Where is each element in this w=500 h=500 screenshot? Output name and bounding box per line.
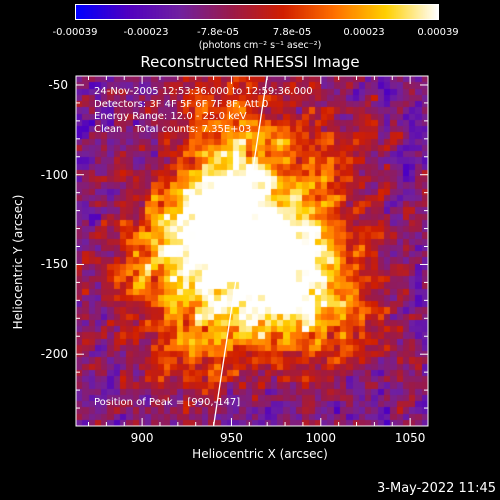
- colorbar-tick-label: 7.8e-05: [272, 27, 312, 38]
- peak-position-label: Position of Peak = [990,-147]: [94, 397, 241, 408]
- colorbar-tick-label: 0.00039: [417, 27, 459, 38]
- info-line-total-counts: Clean Total counts: 7.35E+03: [94, 123, 252, 135]
- y-axis-label: Heliocentric Y (arcsec): [11, 194, 25, 330]
- x-tick-label: 1000: [305, 431, 337, 445]
- x-tick-label: 900: [130, 431, 154, 445]
- x-tick-label: 1050: [394, 431, 426, 445]
- chart-title: Reconstructed RHESSI Image: [140, 53, 360, 71]
- info-line-energy-range: Energy Range: 12.0 - 25.0 keV: [94, 111, 247, 122]
- colorbar-gradient: [76, 5, 438, 19]
- y-tick-label: -150: [40, 257, 68, 272]
- observation-info: 24-Nov-2005 12:53:36.000 to 12:59:36.000…: [94, 86, 313, 136]
- y-tick-label: -200: [40, 347, 68, 362]
- plot-timestamp: 3-May-2022 11:45: [377, 481, 496, 496]
- colorbar-unit-label: (photons cm⁻² s⁻¹ asec⁻²): [198, 40, 322, 51]
- axis-ticks: [76, 76, 428, 426]
- colorbar-tick-label: 0.00023: [343, 27, 385, 38]
- y-tick-label: -100: [40, 167, 68, 182]
- info-line-time-range: 24-Nov-2005 12:53:36.000 to 12:59:36.000: [94, 86, 313, 97]
- y-tick-label: -50: [48, 77, 68, 92]
- info-line-detectors: Detectors: 3F 4F 5F 6F 7F 8F, Att 0: [94, 98, 269, 110]
- heatmap-image: [76, 76, 428, 426]
- colorbar-tick-label: -0.00023: [123, 27, 169, 38]
- solar-limb-line: [212, 75, 268, 427]
- colorbar-tick-label: -0.00039: [52, 27, 98, 38]
- x-tick-label: 950: [219, 431, 243, 445]
- x-axis-label: Heliocentric X (arcsec): [192, 447, 328, 461]
- colorbar-tick-label: -7.8e-05: [197, 27, 239, 38]
- plot-frame: [75, 75, 429, 427]
- colorbar: [75, 4, 439, 20]
